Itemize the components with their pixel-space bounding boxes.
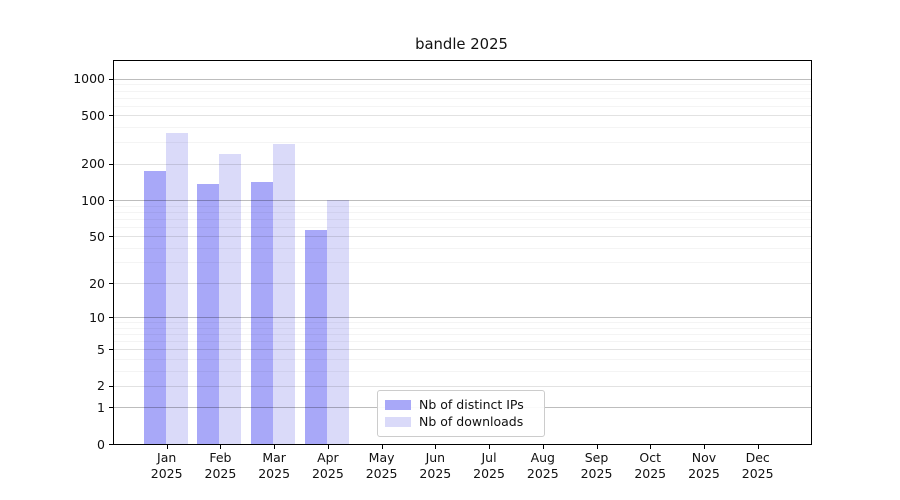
gridline-y-50 [114, 236, 811, 238]
x-tick-nov [703, 445, 705, 449]
legend-item-downloads: Nb of downloads [385, 413, 536, 429]
gridline-y-800 [114, 90, 811, 92]
y-tick-500 [109, 115, 113, 117]
y-tick-label-2: 2 [97, 378, 105, 394]
x-tick-aug [542, 445, 544, 449]
gridline-y-60 [114, 226, 811, 228]
y-tick-label-20: 20 [89, 275, 105, 291]
y-tick-1000 [109, 78, 113, 80]
gridline-y-40 [114, 247, 811, 249]
gridline-y-20 [114, 283, 811, 285]
gridline-y-9 [114, 322, 811, 324]
x-tick-label-dec: Dec 2025 [741, 450, 774, 481]
y-tick-label-5: 5 [97, 341, 105, 357]
gridline-y-90 [114, 205, 811, 207]
y-tick-label-1: 1 [97, 399, 105, 415]
x-tick-label-apr: Apr 2025 [311, 450, 344, 481]
legend-label-downloads: Nb of downloads [419, 413, 524, 429]
bar-distinct-ips-apr [304, 230, 327, 444]
gridline-y-70 [114, 218, 811, 220]
gridline-y-8 [114, 327, 811, 329]
gridline-y-300 [114, 142, 811, 144]
gridline-y-10 [114, 317, 811, 319]
y-tick-label-200: 200 [81, 155, 105, 171]
y-tick-label-500: 500 [81, 107, 105, 123]
y-tick-10 [109, 317, 113, 319]
x-tick-jun [435, 445, 437, 449]
x-tick-label-nov: Nov 2025 [688, 450, 720, 481]
gridline-y-4 [114, 358, 811, 360]
y-tick-label-0: 0 [97, 436, 105, 452]
x-tick-label-jan: Jan 2025 [150, 450, 183, 481]
legend-swatch-downloads [385, 416, 411, 427]
x-tick-label-mar: Mar 2025 [258, 450, 291, 481]
x-tick-label-jun: Jun 2025 [419, 450, 452, 481]
y-tick-100 [109, 200, 113, 202]
x-tick-apr [327, 445, 329, 449]
y-tick-label-10: 10 [89, 309, 105, 325]
y-tick-200 [109, 163, 113, 165]
legend-item-distinct-ips: Nb of distinct IPs [385, 397, 536, 412]
x-tick-dec [757, 445, 759, 449]
x-tick-label-aug: Aug 2025 [526, 450, 559, 481]
legend-label-distinct-ips: Nb of distinct IPs [419, 397, 524, 412]
x-tick-label-jul: Jul 2025 [473, 450, 505, 481]
x-tick-feb [220, 445, 222, 449]
gridline-y-80 [114, 211, 811, 213]
y-tick-label-1000: 1000 [73, 71, 105, 87]
gridline-y-2 [114, 385, 811, 387]
bar-distinct-ips-feb [197, 184, 220, 444]
gridline-y-600 [114, 105, 811, 107]
x-tick-label-feb: Feb 2025 [204, 450, 237, 481]
y-tick-label-50: 50 [89, 228, 105, 244]
legend: Nb of distinct IPs Nb of downloads [377, 390, 545, 437]
y-tick-label-100: 100 [81, 192, 105, 208]
x-tick-jul [489, 445, 491, 449]
plot-area [113, 60, 812, 445]
x-tick-may [381, 445, 383, 449]
bar-downloads-jan [165, 132, 188, 444]
x-tick-oct [650, 445, 652, 449]
gridline-y-7 [114, 334, 811, 336]
x-tick-sep [596, 445, 598, 449]
gridline-y-100 [114, 200, 811, 202]
gridline-y-700 [114, 97, 811, 99]
legend-swatch-distinct-ips [385, 400, 411, 411]
gridline-y-3 [114, 370, 811, 372]
y-tick-50 [109, 236, 113, 238]
gridline-y-200 [114, 163, 811, 165]
gridline-y-5 [114, 349, 811, 351]
gridline-y-6 [114, 341, 811, 343]
x-tick-jan [166, 445, 168, 449]
bar-downloads-apr [326, 200, 349, 444]
bar-downloads-feb [219, 154, 242, 444]
gridline-y-30 [114, 262, 811, 264]
x-tick-mar [274, 445, 276, 449]
x-tick-label-sep: Sep 2025 [580, 450, 613, 481]
y-tick-0 [109, 444, 113, 445]
gridline-y-1000 [114, 78, 811, 80]
bar-distinct-ips-mar [251, 181, 274, 444]
gridline-y-400 [114, 127, 811, 129]
chart-title: bandle 2025 [415, 36, 508, 53]
gridline-y-500 [114, 115, 811, 117]
bar-distinct-ips-jan [143, 170, 166, 444]
y-tick-20 [109, 283, 113, 285]
bar-downloads-mar [273, 144, 296, 444]
x-tick-label-oct: Oct 2025 [634, 450, 667, 481]
y-tick-5 [109, 349, 113, 351]
gridline-y-900 [114, 84, 811, 86]
y-tick-1 [109, 407, 113, 409]
y-tick-2 [109, 385, 113, 387]
x-tick-label-may: May 2025 [365, 450, 398, 481]
